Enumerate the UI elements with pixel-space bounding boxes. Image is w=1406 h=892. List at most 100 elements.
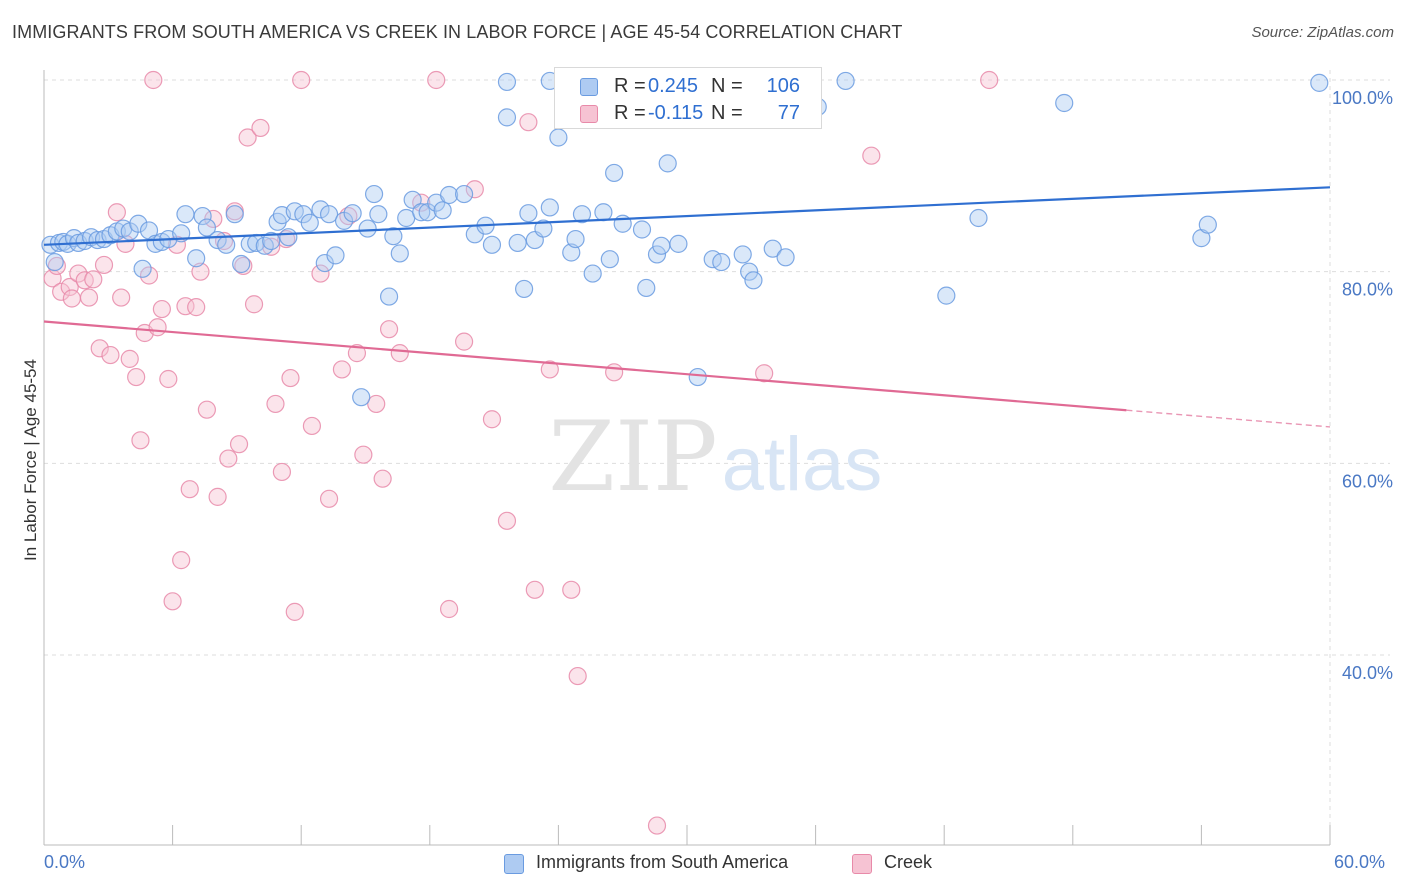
data-point xyxy=(373,469,392,488)
data-point xyxy=(127,367,146,387)
data-point xyxy=(90,339,109,358)
data-point xyxy=(744,271,763,290)
trend-line xyxy=(43,320,1127,412)
data-point xyxy=(605,363,624,382)
data-point xyxy=(172,551,191,570)
data-point xyxy=(540,198,559,217)
data-point xyxy=(525,580,544,599)
data-point xyxy=(279,228,298,247)
data-point xyxy=(232,254,251,274)
data-point xyxy=(176,205,195,224)
gridlines xyxy=(44,70,1390,845)
legend-series-creek: Creek xyxy=(884,852,933,872)
data-point xyxy=(508,233,527,253)
data-point xyxy=(84,270,103,289)
data-point xyxy=(652,236,671,255)
data-point xyxy=(285,602,304,621)
data-point xyxy=(369,205,388,224)
data-point xyxy=(60,277,79,297)
data-point xyxy=(281,368,300,388)
data-point xyxy=(272,462,292,482)
data-point xyxy=(763,239,782,258)
data-point xyxy=(465,180,484,199)
data-point xyxy=(403,190,422,209)
data-point xyxy=(191,262,210,281)
data-point xyxy=(364,184,384,204)
data-point xyxy=(647,245,667,264)
x-tick-label-min: 0.0% xyxy=(44,852,86,872)
data-point xyxy=(482,410,502,429)
y-tick-labels: 40.0% 60.0% 80.0% 100.0% xyxy=(1332,88,1393,683)
data-point xyxy=(454,184,474,204)
data-point xyxy=(197,400,216,419)
data-point xyxy=(343,204,362,223)
data-point xyxy=(112,288,131,307)
data-point xyxy=(180,480,199,499)
data-point xyxy=(776,248,795,267)
data-point xyxy=(688,367,707,387)
data-point xyxy=(266,394,285,414)
legend-n-label: N = xyxy=(711,75,743,97)
legend-r-value: 0.245 xyxy=(648,75,699,97)
data-point xyxy=(244,295,264,314)
data-point xyxy=(358,219,377,238)
data-point xyxy=(534,219,553,238)
data-point xyxy=(262,231,281,251)
data-point xyxy=(562,243,581,262)
data-point xyxy=(1310,73,1329,92)
data-point xyxy=(540,360,559,379)
data-point xyxy=(384,227,403,246)
data-point xyxy=(1055,93,1074,113)
chart-title: IMMIGRANTS FROM SOUTH AMERICA VS CREEK I… xyxy=(12,22,903,42)
data-point xyxy=(62,289,81,308)
data-point xyxy=(45,252,64,272)
data-point xyxy=(937,286,956,305)
data-point xyxy=(302,416,322,436)
x-tick-label-max: 60.0% xyxy=(1334,852,1386,872)
data-point xyxy=(637,278,656,298)
data-point xyxy=(208,487,227,506)
data-point xyxy=(217,235,236,254)
data-point xyxy=(52,282,71,301)
data-point xyxy=(187,298,206,317)
y-tick-label: 60.0% xyxy=(1342,471,1393,491)
data-point xyxy=(94,255,114,275)
data-point xyxy=(733,245,752,264)
data-point xyxy=(515,279,534,299)
y-axis-title: In Labor Force | Age 45-54 xyxy=(21,359,40,561)
data-point xyxy=(632,220,652,239)
data-point xyxy=(152,299,171,319)
data-point xyxy=(519,204,538,223)
data-point xyxy=(740,262,759,281)
data-point xyxy=(319,489,339,508)
data-point xyxy=(120,349,139,368)
data-point xyxy=(862,146,881,165)
data-point xyxy=(197,218,216,237)
data-point xyxy=(326,246,345,265)
legend-n-label: N = xyxy=(711,102,743,124)
data-point xyxy=(131,431,150,450)
legend-series: Immigrants from South America Creek xyxy=(0,852,1406,878)
data-point xyxy=(319,205,339,224)
data-point xyxy=(1198,215,1217,234)
y-tick-label: 40.0% xyxy=(1342,663,1393,683)
data-point xyxy=(354,445,373,464)
legend-n-value: 106 xyxy=(766,75,800,97)
data-point xyxy=(367,394,386,414)
data-point xyxy=(969,208,988,228)
legend-stats-row-immigrants: R = 0.245 N = 106 xyxy=(555,73,821,101)
data-point xyxy=(144,70,163,90)
data-point xyxy=(347,344,367,363)
legend-stats-row-creek: R = -0.115 N = 77 xyxy=(555,100,821,128)
series-immigrants xyxy=(41,71,1329,407)
watermark-zip: ZIP xyxy=(548,401,717,513)
data-point xyxy=(433,201,452,220)
y-tick-label: 80.0% xyxy=(1342,280,1393,300)
data-point xyxy=(482,235,502,254)
data-point xyxy=(412,203,431,222)
data-point xyxy=(159,369,178,389)
data-point xyxy=(101,345,120,365)
legend-r-value: -0.115 xyxy=(648,102,704,124)
axes xyxy=(43,70,1331,846)
data-point xyxy=(669,234,688,253)
